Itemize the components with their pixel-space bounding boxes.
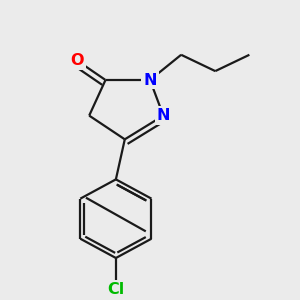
Text: N: N bbox=[157, 108, 170, 123]
Text: N: N bbox=[143, 73, 157, 88]
Text: Cl: Cl bbox=[107, 282, 124, 297]
Text: O: O bbox=[70, 53, 84, 68]
